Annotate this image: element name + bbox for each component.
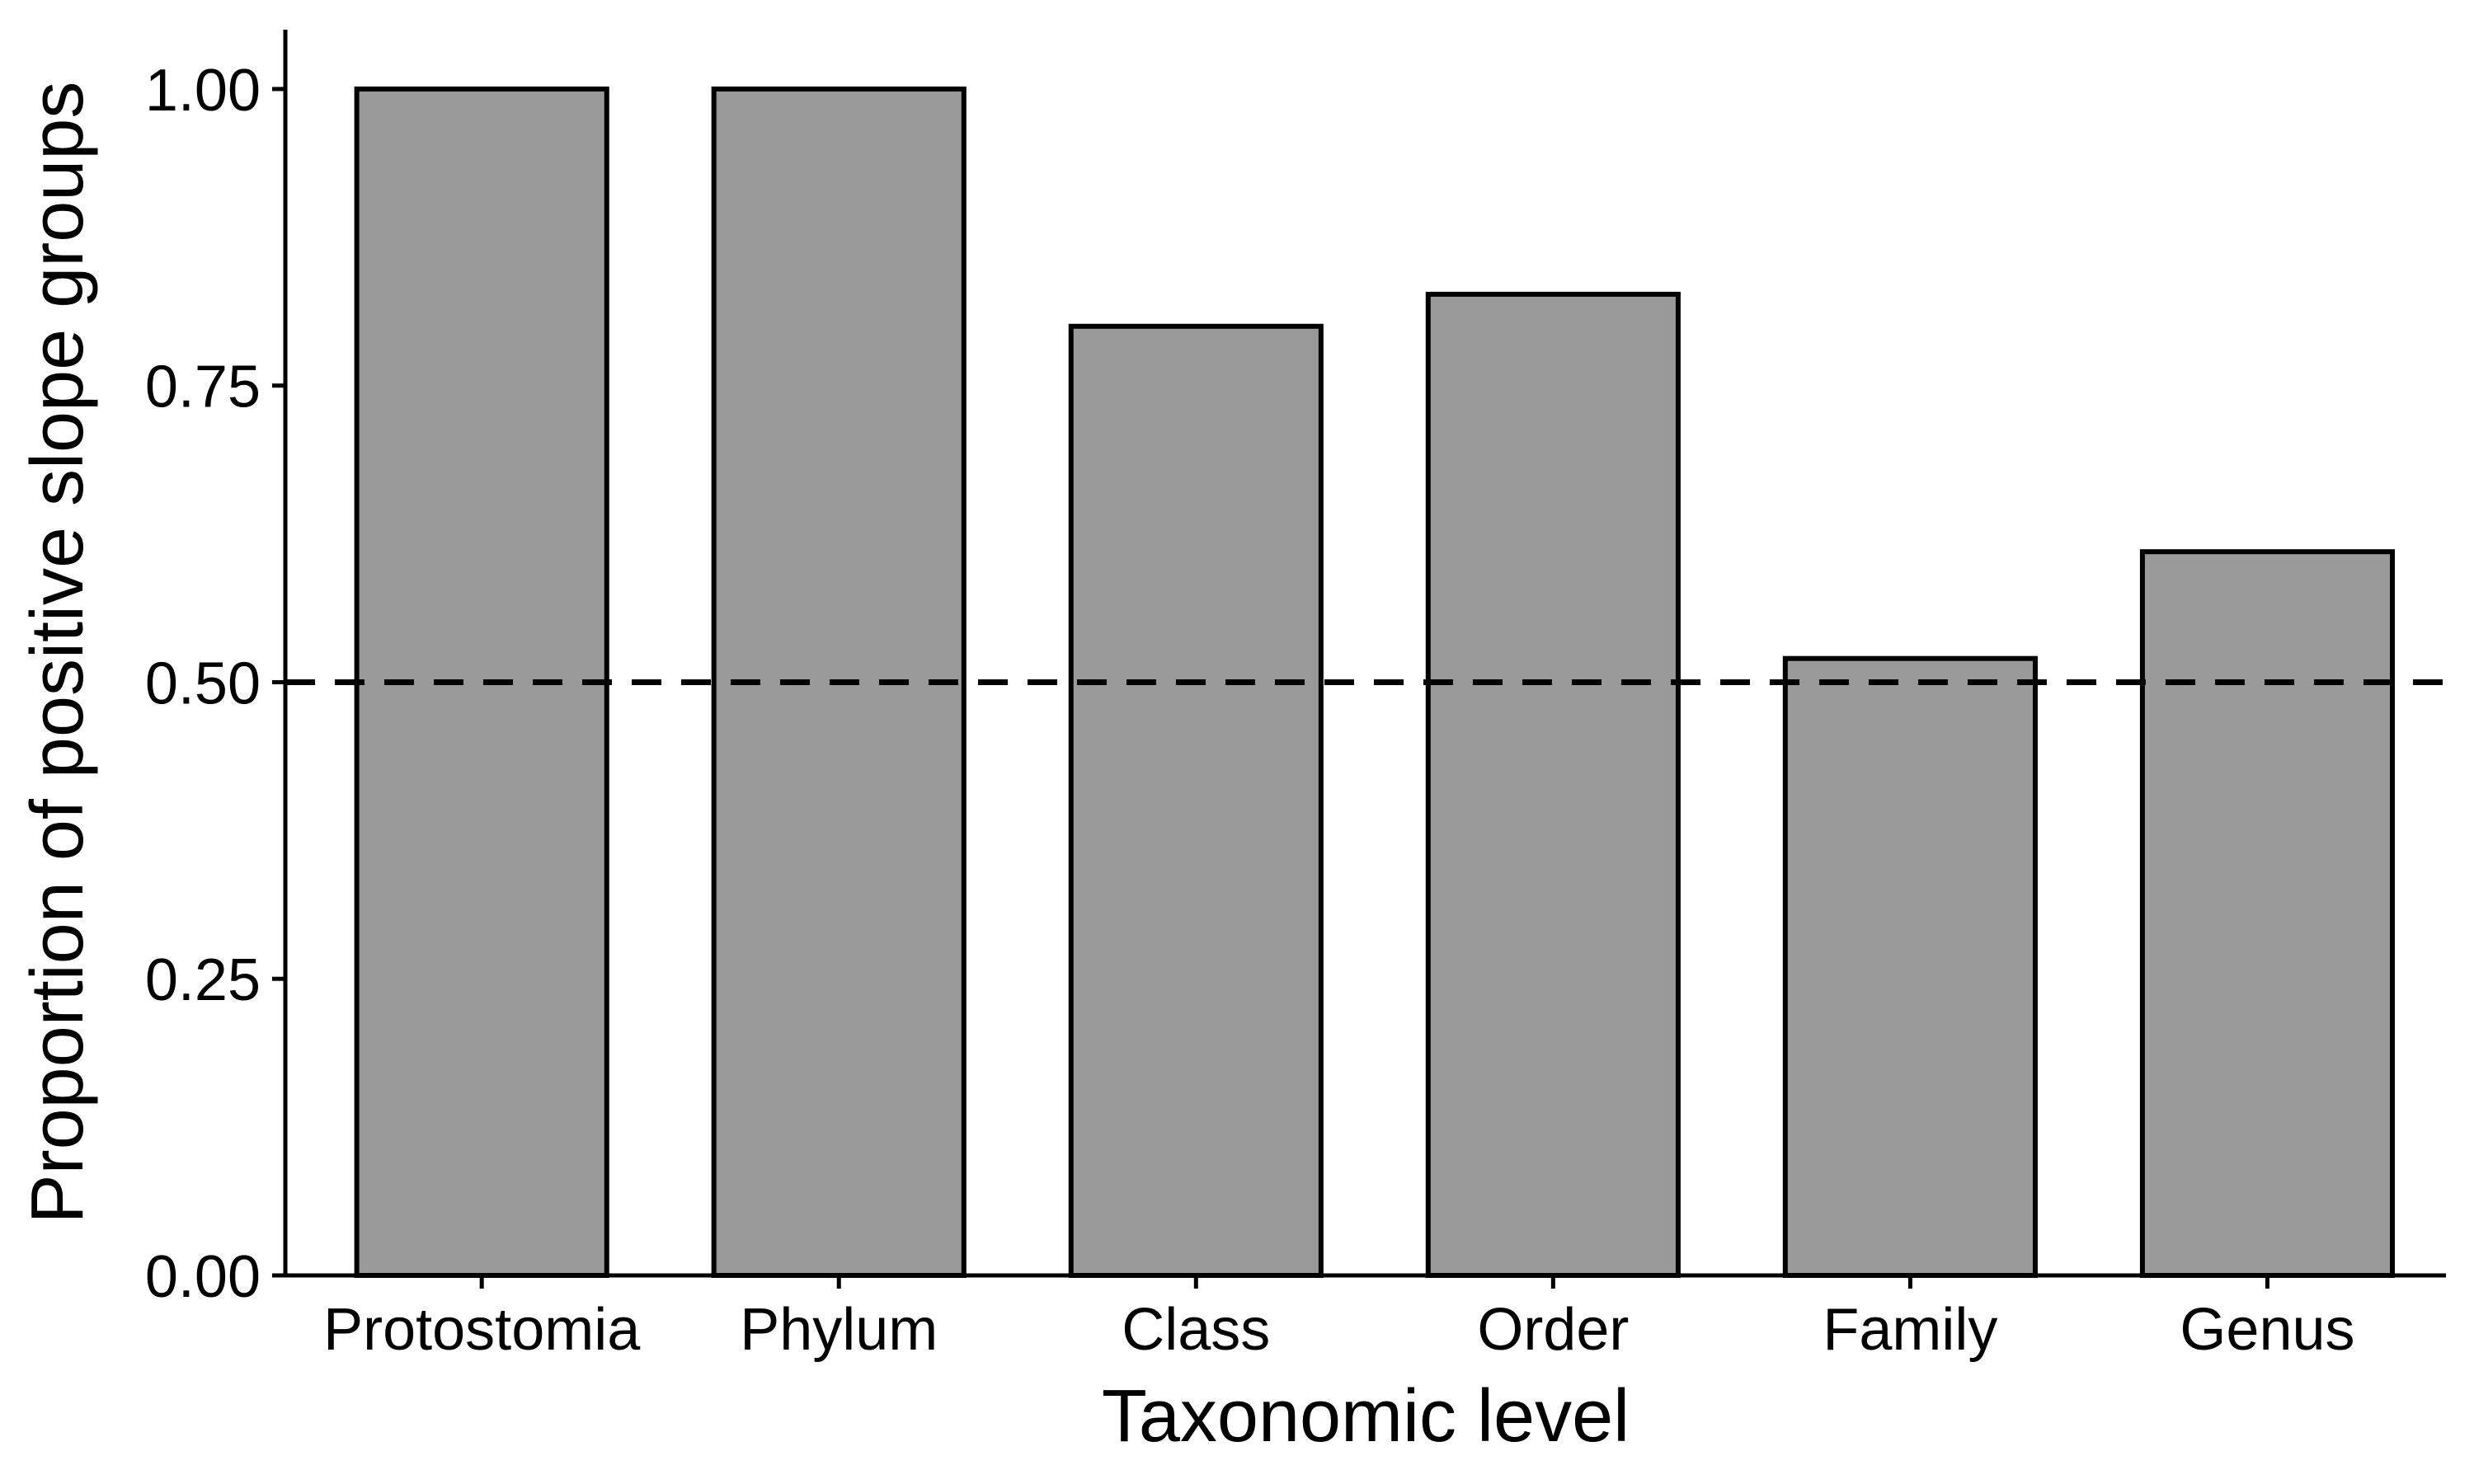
bar-family [1782, 655, 2038, 1278]
y-tick-label: 0.50 [145, 650, 261, 716]
bar-class [1068, 323, 1324, 1278]
y-axis-title: Proportion of positive slope groups [16, 82, 99, 1224]
x-tick-label: Class [1122, 1297, 1270, 1363]
bars-group [354, 86, 2396, 1279]
y-tick-label: 1.00 [145, 58, 261, 124]
x-tick-label: Genus [2180, 1297, 2354, 1363]
x-tick-label: Phylum [740, 1297, 938, 1363]
y-tick-label: 0.00 [145, 1244, 261, 1310]
x-axis-title: Taxonomic level [1102, 1375, 1630, 1458]
x-tick-label: Protostomia [323, 1297, 641, 1363]
x-tick-label: Family [1823, 1297, 1997, 1363]
bar-order [1425, 291, 1681, 1279]
x-axis-ticks: Protostomia Phylum Class Order Family Genus [323, 1275, 2355, 1363]
x-tick-label: Order [1477, 1297, 1629, 1363]
bar-genus [2139, 549, 2396, 1278]
y-axis-ticks: 0.00 0.25 0.50 0.75 1.00 [145, 58, 285, 1310]
y-tick-label: 0.75 [145, 355, 261, 420]
y-tick-label: 0.25 [145, 947, 261, 1013]
